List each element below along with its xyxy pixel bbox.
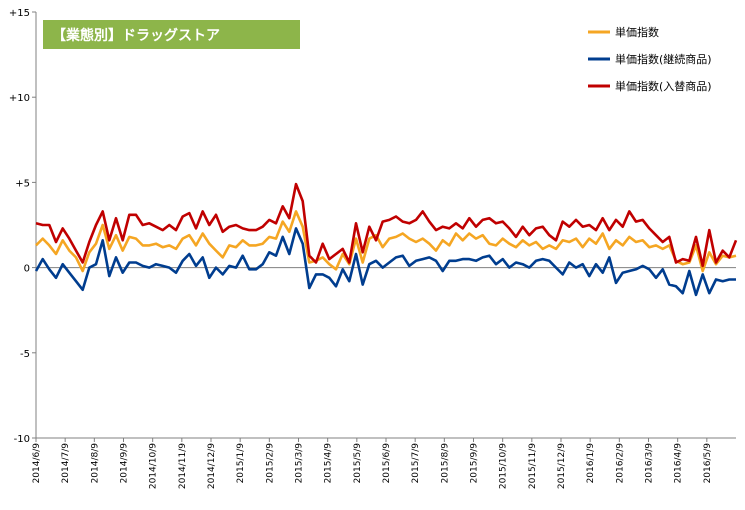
x-tick-label: 2015/12/9 (557, 443, 567, 489)
x-tick-label: 2014/11/9 (178, 443, 188, 489)
legend-label-1: 単価指数(継続商品) (615, 52, 712, 66)
x-tick-label: 2016/5/9 (703, 443, 713, 484)
x-tick-label: 2015/1/9 (236, 443, 246, 484)
x-tick-label: 2016/2/9 (615, 443, 625, 484)
y-tick-label: +15 (9, 8, 30, 19)
x-tick-label: 2015/10/9 (499, 443, 509, 489)
x-tick-label: 2016/4/9 (674, 443, 684, 484)
x-tick-label: 2014/8/9 (90, 443, 100, 484)
x-tick-label: 2015/4/9 (324, 443, 334, 484)
x-tick-labels: 2014/6/9 2014/7/9 2014/8/9 2014/9/9 2014/10/… (32, 443, 713, 489)
x-tick-label: 2014/7/9 (61, 443, 71, 484)
x-tick-label: 2015/9/9 (470, 443, 480, 484)
chart-title: 【業態別】ドラッグストア (52, 27, 220, 44)
legend-label-0: 単価指数 (615, 25, 659, 39)
series-line-2 (35, 182, 738, 268)
x-tick-label: 2015/5/9 (353, 443, 363, 484)
x-tick-label: 2014/10/9 (149, 443, 159, 489)
axes (32, 11, 736, 442)
x-tick-label: 2015/3/9 (295, 443, 305, 484)
x-tick-label: 2014/12/9 (207, 443, 217, 489)
y-tick-label: 0 (24, 264, 30, 275)
y-tick-label: -5 (20, 349, 30, 360)
x-tick-label: 2015/8/9 (440, 443, 450, 484)
x-tick-label: 2014/9/9 (120, 443, 130, 484)
x-tick-label: 2014/6/9 (32, 443, 42, 484)
chart-title-box: 【業態別】ドラッグストア (43, 20, 300, 49)
x-tick-label: 2016/1/9 (586, 443, 596, 484)
y-tick-label: +5 (15, 178, 30, 189)
series-line-0 (35, 210, 737, 273)
x-tick-label: 2016/3/9 (645, 443, 655, 484)
y-tick-label: -10 (14, 434, 30, 445)
y-tick-label: +10 (9, 93, 30, 104)
x-tick-label: 2015/6/9 (382, 443, 392, 484)
legend-label-2: 単価指数(入替商品) (615, 79, 712, 93)
series-lines (34, 182, 738, 297)
x-tick-label: 2015/7/9 (411, 443, 421, 484)
y-tick-labels: -10 -5 0 +5 +10 +15 (9, 8, 30, 445)
x-tick-label: 2015/11/9 (528, 443, 538, 489)
series-line-1 (34, 227, 736, 297)
x-tick-label: 2015/2/9 (265, 443, 275, 484)
